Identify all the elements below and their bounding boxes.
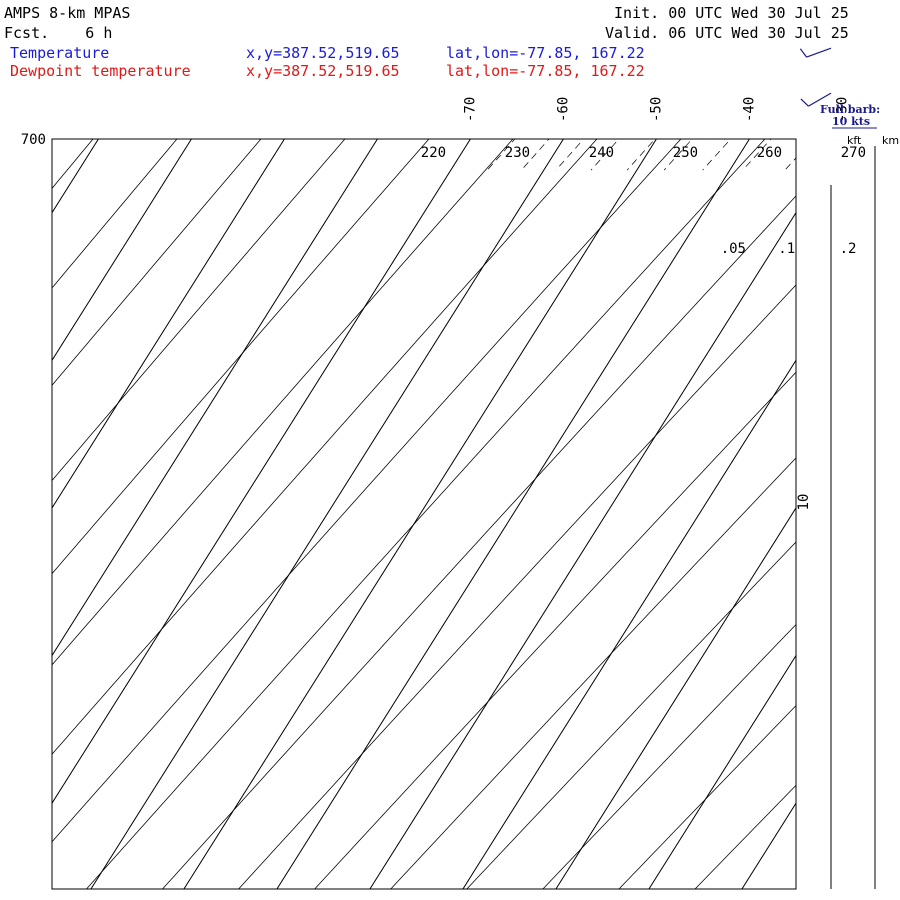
wind-barb-staff bbox=[806, 47, 832, 58]
model-title: AMPS 8-km MPAS bbox=[4, 4, 131, 22]
legend-temperature-latlon: lat,lon=-77.85, 167.22 bbox=[446, 44, 645, 62]
dry-adiabat-line bbox=[238, 284, 796, 889]
fcst-row: Fcst. 6 h bbox=[4, 24, 112, 42]
kft-axis-label: kft bbox=[847, 134, 862, 147]
legend-dewpoint-xy: x,y=387.52,519.65 bbox=[246, 62, 400, 80]
wind-barb-full bbox=[799, 48, 808, 58]
wind-barb-full bbox=[800, 98, 809, 107]
init-value: 00 UTC Wed 30 Jul 25 bbox=[668, 4, 849, 22]
valid-row: Valid. 06 UTC Wed 30 Jul 25 bbox=[605, 24, 849, 42]
dry-adiabat-line bbox=[86, 139, 766, 889]
isotherm-line bbox=[462, 359, 796, 889]
mixing-ratio-label: .05 bbox=[721, 241, 746, 257]
dry-adiabat-line bbox=[390, 457, 796, 889]
legend-temperature-xy: x,y=387.52,519.65 bbox=[246, 44, 400, 62]
legend-dewpoint-latlon: lat,lon=-77.85, 167.22 bbox=[446, 62, 645, 80]
wind-barb bbox=[800, 92, 832, 107]
dry-adiabat-line bbox=[52, 139, 598, 755]
dry-adiabat-line bbox=[52, 139, 94, 190]
valid-label: Valid. bbox=[605, 24, 660, 42]
dry-adiabat-line bbox=[52, 139, 346, 482]
dry-adiabat-line bbox=[52, 139, 430, 575]
dry-adiabat-line bbox=[542, 623, 796, 889]
axis-labels: 7008009001000-70-60-50-40-30-20-10022023… bbox=[21, 97, 866, 511]
isotherm-line bbox=[741, 802, 796, 889]
dewpoint-profile-line bbox=[704, 139, 707, 140]
mixing-ratio-label: .1 bbox=[778, 241, 795, 257]
wind-barb bbox=[799, 47, 832, 58]
isotherm-line bbox=[183, 139, 657, 889]
isotherm-line bbox=[52, 139, 378, 657]
plot-frame bbox=[51, 138, 797, 890]
dry-adiabat-line bbox=[618, 705, 796, 889]
moist-adiabat-line bbox=[702, 139, 732, 171]
dry-adiabat-line bbox=[52, 139, 682, 843]
isotherm-line bbox=[0, 139, 5, 889]
fcst-value: 6 h bbox=[85, 24, 113, 42]
km-axis-label: km bbox=[882, 134, 899, 147]
isotherm-line bbox=[52, 139, 192, 362]
theta-label: 270 bbox=[841, 145, 866, 161]
isotherm-line bbox=[276, 139, 750, 889]
sounding-series bbox=[704, 139, 726, 140]
theta-label: 260 bbox=[757, 145, 782, 161]
dry-adiabat-line bbox=[52, 139, 178, 289]
barb-title-label: Full barb: bbox=[820, 103, 880, 116]
dry-adiabat-line bbox=[52, 139, 514, 666]
init-label: Init. bbox=[614, 4, 660, 22]
isotherm-line bbox=[555, 506, 796, 889]
pressure-tick-label: 700 bbox=[21, 132, 46, 148]
barb-speed-label: 10 kts bbox=[832, 115, 870, 128]
temperature-tick-label: -70 bbox=[462, 97, 478, 122]
dry-adiabat-line bbox=[52, 139, 262, 386]
wind-barb-panel: Full barb:10 ktskftkm024680.1.2. bbox=[799, 47, 899, 889]
isotherm-line bbox=[52, 139, 99, 214]
temperature-tick-label: -40 bbox=[741, 97, 757, 122]
wind-barb-staff bbox=[808, 92, 832, 107]
isotherm-line bbox=[90, 139, 564, 889]
valid-value: 06 UTC Wed 30 Jul 25 bbox=[668, 24, 849, 42]
isotherm-line bbox=[52, 139, 471, 805]
dry-adiabat-line bbox=[162, 195, 796, 889]
isotherm-line bbox=[648, 654, 796, 889]
temperature-tick-label: -30 bbox=[834, 97, 850, 122]
mixing-ratio-label: .2 bbox=[840, 241, 857, 257]
temperature-tick-label: -50 bbox=[648, 97, 664, 122]
isotherm-line bbox=[369, 211, 796, 889]
side-label: 10 bbox=[796, 494, 812, 511]
dry-adiabat-line bbox=[466, 541, 796, 889]
theta-label: 230 bbox=[505, 145, 530, 161]
init-row: Init. 00 UTC Wed 30 Jul 25 bbox=[614, 4, 849, 22]
legend-dewpoint-name: Dewpoint temperature bbox=[10, 62, 191, 80]
theta-label: 220 bbox=[421, 145, 446, 161]
dry-adiabat-line bbox=[314, 371, 796, 889]
theta-label: 250 bbox=[673, 145, 698, 161]
legend-temperature-name: Temperature bbox=[10, 44, 110, 62]
mixing-ratio-line bbox=[703, 139, 705, 140]
theta-label: 240 bbox=[589, 145, 614, 161]
isotherm-line bbox=[52, 139, 285, 509]
temperature-tick-label: -60 bbox=[555, 97, 571, 122]
fcst-label: Fcst. bbox=[4, 24, 50, 42]
